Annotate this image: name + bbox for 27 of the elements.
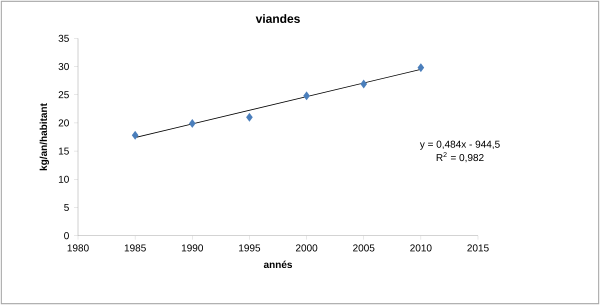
y-tick-label: 10 (58, 176, 69, 183)
y-tick-label: 15 (58, 148, 69, 155)
point (189, 119, 196, 128)
annotation: y = 0,484x - 944,5 (420, 140, 500, 150)
x-tick-label: 2000 (296, 244, 318, 252)
point (360, 80, 367, 88)
y-tick-label: 20 (58, 119, 69, 126)
y-tick-label: 5 (64, 204, 69, 211)
x-tick-label: 1980 (68, 244, 89, 252)
point (246, 113, 253, 122)
x-axis-title: annés (264, 260, 292, 268)
x-tick-label: 1990 (182, 244, 204, 252)
y-axis-title: kg/an/habitant (40, 103, 50, 170)
point (132, 131, 138, 140)
y-tick-label: 35 (58, 34, 69, 42)
y-tick-label: 0 (64, 232, 69, 240)
x-tick-label: 1985 (124, 244, 146, 252)
annotation: R$^{2}$ = 0,982 (436, 152, 484, 162)
point (418, 63, 424, 72)
x-tick-label: 1995 (239, 244, 260, 252)
y-tick-label: 30 (58, 62, 69, 70)
x-tick-label: 2015 (467, 244, 489, 252)
y-tick-label: 25 (58, 91, 69, 98)
point (303, 92, 310, 100)
x-tick-label: 2005 (353, 244, 374, 252)
chart-title: viandes (256, 14, 300, 23)
x-tick-label: 2010 (410, 244, 432, 252)
